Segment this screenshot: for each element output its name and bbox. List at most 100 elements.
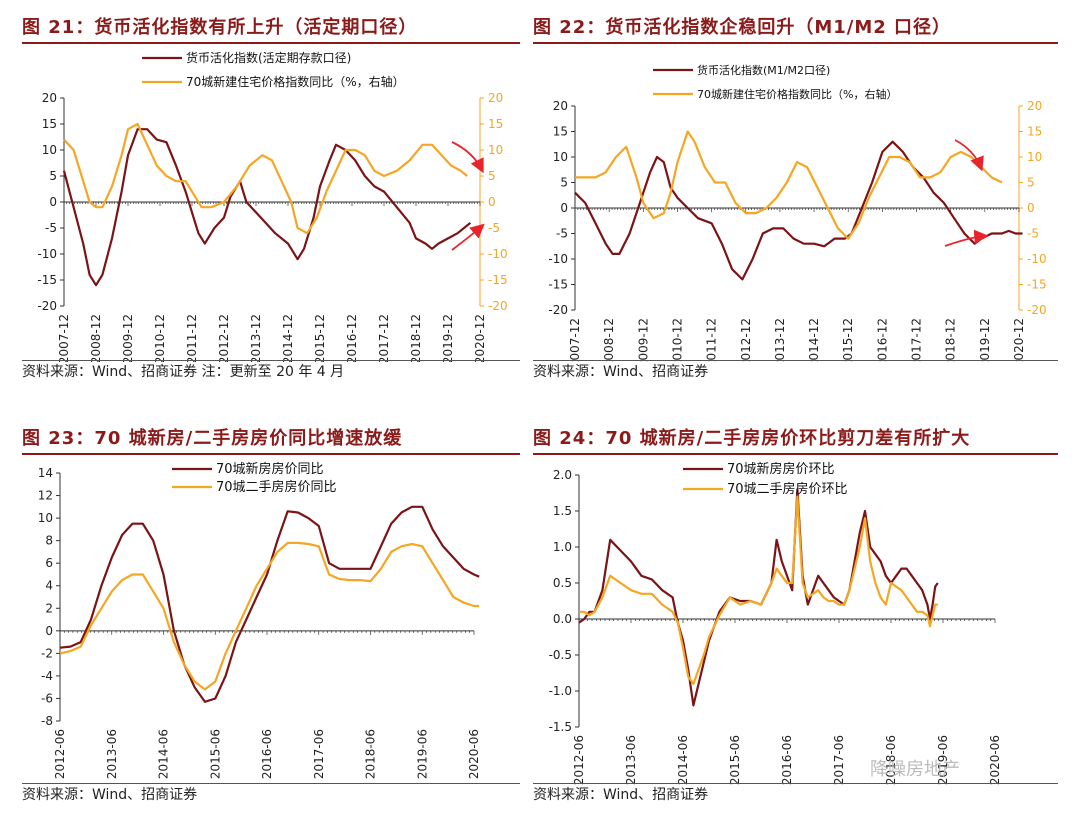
- chart-title: 图 22：货币活化指数企稳回升（M1/M2 口径）: [533, 14, 1058, 44]
- trend-arrow: [954, 139, 984, 172]
- x-tick-label: 2009-12: [636, 318, 650, 362]
- chart-title: 图 21：货币活化指数有所上升（活定期口径）: [22, 14, 520, 44]
- y-tick-label: 4: [45, 579, 53, 593]
- y2-tick-label: 20: [1027, 99, 1042, 113]
- x-tick-label: 2014-06: [157, 729, 171, 779]
- x-tick-label: 2009-12: [121, 314, 135, 362]
- x-tick-label: 2020-06: [988, 735, 1002, 785]
- panel-fig22: 图 22：货币活化指数企稳回升（M1/M2 口径） -20 -15 -10 -5 0 5 1…: [533, 14, 1058, 386]
- legend-label: 70城新房房价环比: [727, 461, 835, 477]
- y2-tick-label: 5: [488, 169, 496, 183]
- y-tick-label: 20: [42, 91, 57, 105]
- chart-fig21: -20-15-10-505101520-20-15-10-50510152020…: [37, 50, 508, 362]
- x-tick-label: 2019-06: [936, 735, 950, 785]
- x-tick-label: 2018-06: [884, 735, 898, 785]
- y2-tick-label: 10: [488, 143, 503, 157]
- y-tick-label: -10: [548, 252, 568, 266]
- panel-fig21: 图 21：货币活化指数有所上升（活定期口径） -20 -15 -10 -5 0 5 10 15…: [22, 14, 520, 386]
- legend-label: 货币活化指数(M1/M2口径): [697, 63, 830, 77]
- y-tick-label: -20: [548, 303, 568, 317]
- chart-source: 资料来源：Wind、招商证券: [533, 360, 1058, 383]
- y2-tick-label: 10: [1027, 150, 1042, 164]
- x-tick-label: 2015-12: [313, 314, 327, 362]
- x-tick-label: 2007-12: [57, 314, 71, 362]
- y-tick-label: 14: [38, 466, 53, 480]
- y-tick-label: 10: [553, 150, 568, 164]
- x-tick-label: 2016-06: [780, 735, 794, 785]
- series-line: [575, 130, 1003, 240]
- x-tick-label: 2011-12: [705, 318, 719, 362]
- x-tick-label: 2013-06: [105, 729, 119, 779]
- y2-tick-label: -15: [488, 273, 508, 287]
- y-tick-label: 0: [49, 195, 57, 209]
- y-tick-label: 0.0: [553, 612, 572, 626]
- series-line: [63, 122, 468, 235]
- series-line: [59, 505, 480, 703]
- chart-source: 资料来源：Wind、招商证券 注：更新至 20 年 4 月: [22, 360, 520, 383]
- y-tick-label: 12: [38, 489, 53, 503]
- x-tick-label: 2020-06: [467, 729, 481, 779]
- x-tick-label: 2020-12: [473, 314, 487, 362]
- y-tick-label: -8: [41, 714, 53, 728]
- series-line: [62, 128, 472, 287]
- legend-label: 70城二手房房价同比: [216, 479, 337, 495]
- y-tick-label: -15: [37, 273, 57, 287]
- y-tick-label: -15: [548, 278, 568, 292]
- x-tick-label: 2018-12: [944, 318, 958, 362]
- y-tick-label: 1.5: [553, 504, 572, 518]
- x-tick-label: 2017-06: [312, 729, 326, 779]
- y-tick-label: -20: [37, 299, 57, 313]
- x-tick-label: 2013-12: [249, 314, 263, 362]
- y-tick-label: -1.5: [549, 720, 572, 734]
- y-tick-label: 2: [45, 601, 53, 615]
- y-tick-label: -2: [41, 646, 53, 660]
- y2-tick-label: 15: [1027, 125, 1042, 139]
- trend-arrow: [451, 141, 484, 174]
- x-tick-label: 2016-12: [345, 314, 359, 362]
- legend-label: 70城新建住宅价格指数同比（%，右轴）: [186, 74, 405, 89]
- y2-tick-label: 15: [488, 117, 503, 131]
- series-line: [579, 495, 938, 685]
- y2-tick-label: 0: [1027, 201, 1035, 215]
- y-tick-label: 1.0: [553, 540, 572, 554]
- y-tick-label: 2.0: [553, 468, 572, 482]
- y-tick-label: 10: [38, 511, 53, 525]
- y-tick-label: 0: [560, 201, 568, 215]
- y-tick-label: 6: [45, 556, 53, 570]
- y-tick-label: 8: [45, 534, 53, 548]
- series-line: [59, 541, 480, 691]
- x-tick-label: 2017-12: [377, 314, 391, 362]
- y2-tick-label: 0: [488, 195, 496, 209]
- x-tick-label: 2018-12: [409, 314, 423, 362]
- x-tick-label: 2007-12: [568, 318, 582, 362]
- y-tick-label: -4: [41, 669, 53, 683]
- x-tick-label: 2008-12: [89, 314, 103, 362]
- y-tick-label: -6: [41, 691, 53, 705]
- x-tick-label: 2012-06: [53, 729, 67, 779]
- x-tick-label: 2013-06: [624, 735, 638, 785]
- x-tick-label: 2019-06: [415, 729, 429, 779]
- x-tick-label: 2016-06: [260, 729, 274, 779]
- y-tick-label: 0: [45, 624, 53, 638]
- x-tick-label: 2014-06: [676, 735, 690, 785]
- y2-tick-label: -15: [1027, 278, 1047, 292]
- legend-label: 70城二手房房价环比: [727, 481, 848, 497]
- y2-tick-label: 5: [1027, 176, 1035, 190]
- x-tick-label: 2015-06: [208, 729, 222, 779]
- y2-tick-label: -10: [488, 247, 508, 261]
- y2-tick-label: 20: [488, 91, 503, 105]
- x-tick-label: 2011-12: [185, 314, 199, 362]
- x-tick-label: 2012-12: [217, 314, 231, 362]
- panel-fig23: 图 23：70 城新房/二手房房价同比增速放缓 -8 -6 -4 -2 0 2 4 6 8 10 1…: [22, 425, 520, 808]
- panel-fig24: 图 24：70 城新房/二手房房价环比剪刀差有所扩大 -1.5 -1.0 -0.5 0…: [533, 425, 1058, 808]
- trend-arrow: [451, 223, 485, 251]
- chart-fig22: -20-15-10-505101520-20-15-10-50510152020…: [548, 63, 1047, 362]
- x-tick-label: 2020-12: [1012, 318, 1026, 362]
- y2-tick-label: -20: [1027, 303, 1047, 317]
- y-tick-label: 15: [42, 117, 57, 131]
- chart-fig23: -8 -6 -4 -2 0 2 4 6 8 10 12 14 2012-06 2013-06 2014-06…: [38, 461, 481, 779]
- y-tick-label: 10: [42, 143, 57, 157]
- legend-label: 70城新建住宅价格指数同比（%，右轴）: [697, 87, 897, 101]
- legend-label: 货币活化指数(活定期存款口径): [186, 50, 351, 65]
- y2-tick-label: -10: [1027, 252, 1047, 266]
